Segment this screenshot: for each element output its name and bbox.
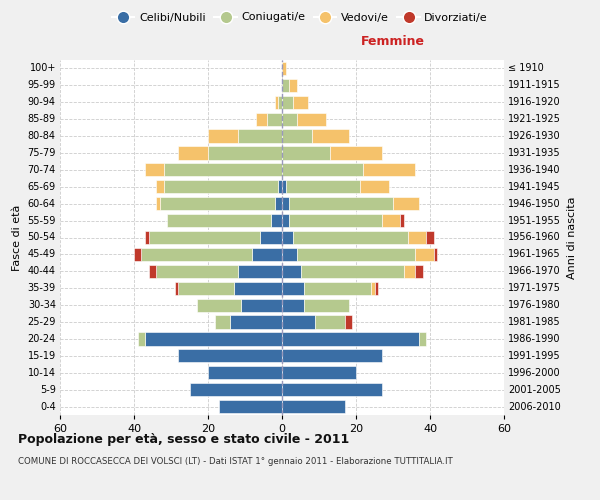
Bar	[145, 164, 164, 176]
Text: Femmine: Femmine	[361, 34, 425, 48]
Bar	[330, 146, 382, 160]
Bar	[178, 146, 208, 160]
Bar	[282, 316, 316, 328]
Bar	[234, 282, 282, 295]
Bar	[253, 248, 282, 261]
Bar	[208, 146, 282, 160]
Y-axis label: Anni di nascita: Anni di nascita	[566, 196, 577, 279]
Bar	[160, 197, 275, 210]
Bar	[149, 264, 156, 278]
Bar	[267, 112, 282, 126]
Bar	[137, 332, 145, 345]
Legend: Celibi/Nubili, Coniugati/e, Vedovi/e, Divorziati/e: Celibi/Nubili, Coniugati/e, Vedovi/e, Di…	[108, 8, 492, 27]
Bar	[360, 180, 389, 194]
Bar	[415, 248, 434, 261]
Bar	[297, 248, 415, 261]
Y-axis label: Fasce di età: Fasce di età	[12, 204, 22, 270]
Bar	[282, 231, 293, 244]
Bar	[282, 112, 297, 126]
Bar	[149, 231, 260, 244]
Bar	[275, 96, 278, 109]
Bar	[293, 96, 308, 109]
Bar	[282, 130, 311, 142]
Bar	[282, 400, 345, 413]
Bar	[289, 214, 382, 227]
Bar	[238, 264, 282, 278]
Bar	[190, 383, 282, 396]
Bar	[175, 282, 178, 295]
Bar	[164, 164, 282, 176]
Bar	[415, 264, 422, 278]
Bar	[371, 282, 374, 295]
Bar	[275, 197, 282, 210]
Bar	[374, 282, 378, 295]
Bar	[289, 79, 297, 92]
Bar	[167, 214, 271, 227]
Bar	[282, 332, 419, 345]
Bar	[219, 400, 282, 413]
Bar	[304, 282, 371, 295]
Bar	[311, 130, 349, 142]
Bar	[282, 366, 356, 380]
Bar	[208, 366, 282, 380]
Bar	[256, 112, 267, 126]
Bar	[178, 349, 282, 362]
Bar	[282, 298, 304, 312]
Bar	[345, 316, 352, 328]
Bar	[400, 214, 404, 227]
Bar	[301, 264, 404, 278]
Bar	[297, 112, 326, 126]
Bar	[178, 282, 234, 295]
Bar	[215, 316, 230, 328]
Bar	[393, 197, 419, 210]
Bar	[241, 298, 282, 312]
Bar	[282, 180, 286, 194]
Bar	[404, 264, 415, 278]
Bar	[382, 214, 400, 227]
Bar	[145, 231, 149, 244]
Bar	[156, 264, 238, 278]
Bar	[230, 316, 282, 328]
Bar	[316, 316, 345, 328]
Bar	[364, 164, 415, 176]
Bar	[208, 130, 238, 142]
Bar	[419, 332, 426, 345]
Bar	[286, 180, 360, 194]
Bar	[142, 248, 253, 261]
Bar	[271, 214, 282, 227]
Bar	[238, 130, 282, 142]
Bar	[282, 146, 330, 160]
Bar	[408, 231, 426, 244]
Bar	[282, 164, 364, 176]
Bar	[304, 298, 349, 312]
Bar	[289, 197, 393, 210]
Bar	[278, 180, 282, 194]
Text: COMUNE DI ROCCASECCA DEI VOLSCI (LT) - Dati ISTAT 1° gennaio 2011 - Elaborazione: COMUNE DI ROCCASECCA DEI VOLSCI (LT) - D…	[18, 458, 453, 466]
Bar	[293, 231, 408, 244]
Bar	[164, 180, 278, 194]
Bar	[282, 96, 293, 109]
Text: Popolazione per età, sesso e stato civile - 2011: Popolazione per età, sesso e stato civil…	[18, 432, 349, 446]
Bar	[282, 282, 304, 295]
Bar	[156, 180, 164, 194]
Bar	[282, 264, 301, 278]
Bar	[282, 248, 297, 261]
Bar	[282, 383, 382, 396]
Bar	[282, 214, 289, 227]
Bar	[156, 197, 160, 210]
Bar	[282, 349, 382, 362]
Bar	[426, 231, 434, 244]
Bar	[145, 332, 282, 345]
Bar	[260, 231, 282, 244]
Bar	[282, 197, 289, 210]
Bar	[278, 96, 282, 109]
Bar	[197, 298, 241, 312]
Bar	[434, 248, 437, 261]
Bar	[282, 79, 289, 92]
Bar	[282, 62, 286, 75]
Bar	[134, 248, 142, 261]
